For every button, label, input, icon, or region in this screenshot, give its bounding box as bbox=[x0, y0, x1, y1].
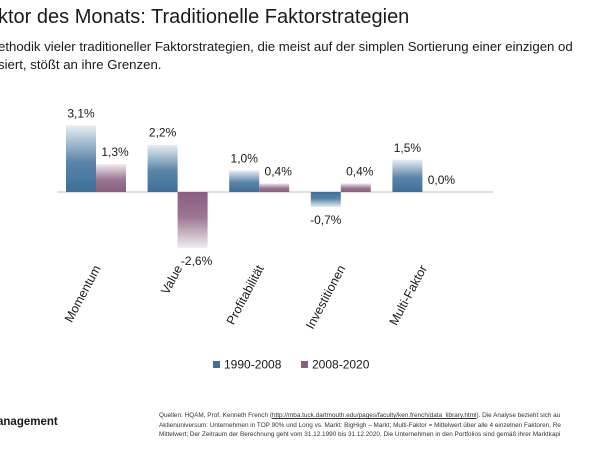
data-label-momentum-series-1: 3,1% bbox=[67, 106, 95, 120]
data-label-multi-faktor-series-2: 0,0% bbox=[428, 173, 456, 187]
data-label-profitabilität-series-2: 0,4% bbox=[265, 164, 293, 178]
brand-logo-text: anagement bbox=[0, 416, 58, 428]
category-label-momentum: Momentum bbox=[62, 263, 104, 325]
subtitle-line-1: ethodik vieler traditioneller Faktorstra… bbox=[0, 39, 573, 54]
bar-value-series-2 bbox=[177, 192, 208, 248]
source-link[interactable]: http://mba.tuck.dartmouth.edu/pages/facu… bbox=[271, 412, 477, 419]
source-prefix: Quellen: HQAM, Prof. Kenneth French ( bbox=[159, 412, 272, 419]
source-line-1: Quellen: HQAM, Prof. Kenneth French (htt… bbox=[159, 411, 561, 421]
data-label-investitionen-series-2: 0,4% bbox=[346, 164, 374, 178]
data-label-multi-faktor-series-1: 1,5% bbox=[394, 141, 422, 155]
legend-swatch-series-2 bbox=[301, 361, 308, 368]
data-label-profitabilität-series-1: 1,0% bbox=[231, 152, 259, 166]
data-label-investitionen-series-1: -0,7% bbox=[310, 213, 342, 227]
bar-value-series-1 bbox=[147, 144, 178, 192]
legend-label-series-1: 1990-2008 bbox=[224, 358, 282, 372]
category-label-value: Value bbox=[158, 263, 185, 297]
source-line-2: Aktienuniversum: Unternehmen in TOP 90% … bbox=[159, 421, 561, 429]
category-label-profitabilität: Profitabilität bbox=[224, 262, 267, 327]
category-label-multi-faktor: Multi-Faktor bbox=[387, 263, 430, 328]
chart-subtitle: ethodik vieler traditioneller Faktorstra… bbox=[0, 38, 573, 74]
bar-momentum-series-1 bbox=[66, 125, 96, 192]
bar-investitionen-series-2 bbox=[340, 183, 371, 192]
bar-investitionen-series-1 bbox=[310, 192, 341, 208]
source-line-3: Mittelwert; Der Zeitraum der Berechnung … bbox=[159, 431, 561, 439]
data-label-momentum-series-2: 1,3% bbox=[101, 145, 129, 159]
legend-label-series-2: 2008-2020 bbox=[312, 358, 370, 372]
legend-swatch-series-1 bbox=[213, 361, 220, 368]
bar-profitabilität-series-1 bbox=[229, 170, 260, 192]
category-label-investitionen: Investitionen bbox=[303, 263, 348, 332]
source-suffix: ). Die Analyse bezieht sich au bbox=[476, 412, 561, 419]
bar-profitabilität-series-2 bbox=[259, 183, 290, 192]
subtitle-line-2: siert, stößt an ihre Grenzen. bbox=[0, 57, 162, 72]
bar-momentum-series-2 bbox=[96, 164, 126, 192]
source-note: Quellen: HQAM, Prof. Kenneth French (htt… bbox=[159, 411, 561, 440]
chart-title: ktor des Monats: Traditionelle Faktorstr… bbox=[0, 6, 410, 28]
bar-multi-faktor-series-1 bbox=[392, 159, 423, 192]
data-label-value-series-1: 2,2% bbox=[149, 126, 177, 140]
factor-bar-chart: 3,1% 2,2% 1,0% -0,7% 1,5% 1,3% -2,6% 0,4% 0,4% 0,… bbox=[57, 106, 493, 372]
data-label-value-series-2: -2,6% bbox=[181, 254, 213, 268]
